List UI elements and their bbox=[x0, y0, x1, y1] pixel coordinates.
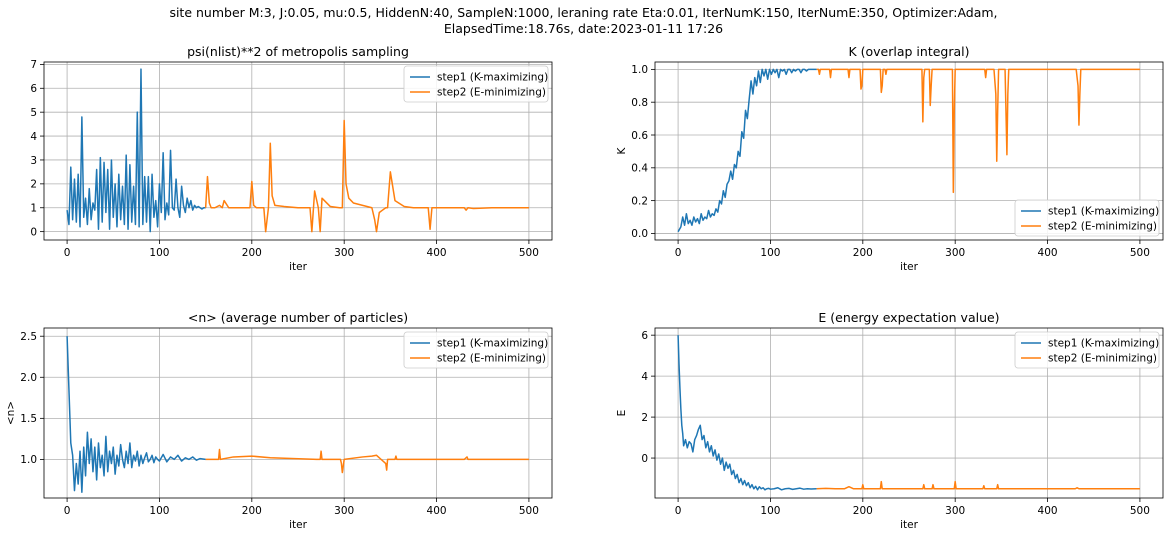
n-plot: 0 100 200 300 400 500 1.0 1.5 2.0 2.5 <n> (average… bbox=[5, 310, 553, 531]
e-plot-ytick-label-0: 0 bbox=[641, 453, 648, 465]
psi-plot-xtick-label-1: 100 bbox=[149, 247, 169, 259]
k-plot-legend-label-step2: step2 (E-minimizing) bbox=[1048, 221, 1157, 233]
e-plot-ytick-label-3: 6 bbox=[641, 330, 648, 342]
n-plot-series-step2-line bbox=[205, 448, 529, 474]
psi-plot-ytick-label-3: 3 bbox=[30, 155, 37, 167]
e-plot-series-step1-line bbox=[677, 335, 817, 491]
n-plot-ylabel: <n> bbox=[5, 401, 17, 425]
k-plot-title: K (overlap integral) bbox=[848, 44, 969, 59]
n-plot-legend-label-step1: step1 (K-maximizing) bbox=[437, 338, 548, 350]
e-plot-xtick-label-2: 200 bbox=[853, 505, 873, 517]
k-plot-ytick-label-4: 0.8 bbox=[631, 97, 648, 109]
e-plot-ylabel: E bbox=[616, 410, 628, 417]
n-plot-xtick-label-4: 400 bbox=[427, 505, 447, 517]
n-plot-xtick-label-5: 500 bbox=[519, 505, 539, 517]
psi-plot-legend-box bbox=[403, 65, 549, 103]
e-plot-xtick-label-4: 400 bbox=[1038, 505, 1058, 517]
e-plot-legend-label-step1: step1 (K-maximizing) bbox=[1048, 338, 1159, 350]
psi-plot-legend-label-step1: step1 (K-maximizing) bbox=[437, 72, 548, 84]
k-plot-xlabel: iter bbox=[900, 261, 918, 273]
k-plot-xtick-label-2: 200 bbox=[853, 247, 873, 259]
k-plot-ytick-label-3: 0.6 bbox=[631, 130, 648, 142]
e-plot-xlabel: iter bbox=[900, 519, 918, 531]
e-plot-xtick-label-5: 500 bbox=[1130, 505, 1150, 517]
k-plot-series-step1-line bbox=[677, 68, 817, 233]
psi-plot-ytick-label-5: 5 bbox=[30, 107, 37, 119]
n-plot-xtick-label-2: 200 bbox=[242, 505, 262, 517]
psi-plot-legend: step1 (K-maximizing) step2 (E-minimizing) bbox=[403, 65, 549, 103]
e-plot-legend: step1 (K-maximizing) step2 (E-minimizing) bbox=[1014, 331, 1160, 369]
k-plot-ytick-label-0: 0.0 bbox=[631, 228, 648, 240]
k-plot-frame bbox=[654, 61, 1164, 241]
psi-plot-xtick-label-0: 0 bbox=[64, 247, 71, 259]
e-plot-ytick-label-2: 4 bbox=[641, 371, 648, 383]
n-plot-legend-label-step2: step2 (E-minimizing) bbox=[437, 353, 546, 365]
e-plot-xtick-label-1: 100 bbox=[760, 505, 780, 517]
e-plot-xtick-label-0: 0 bbox=[675, 505, 682, 517]
n-plot-xtick-label-0: 0 bbox=[64, 505, 71, 517]
e-plot-series-step2-line bbox=[816, 480, 1140, 490]
n-plot-xlabel: iter bbox=[289, 519, 307, 531]
e-plot-title: E (energy expectation value) bbox=[818, 310, 999, 325]
n-plot-xtick-label-3: 300 bbox=[334, 505, 354, 517]
k-plot: 0 100 200 300 400 500 0.0 0.2 0.4 0.6 0.8 1.0 K (ove… bbox=[616, 44, 1164, 273]
n-plot-ytick-label-1: 1.5 bbox=[20, 413, 37, 425]
k-plot-xtick-label-4: 400 bbox=[1038, 247, 1058, 259]
k-plot-ylabel: K bbox=[616, 146, 628, 154]
k-plot-ytick-label-2: 0.4 bbox=[631, 163, 648, 175]
e-plot-legend-label-step2: step2 (E-minimizing) bbox=[1048, 353, 1157, 365]
e-plot: 0 100 200 300 400 500 0 2 4 6 E (energy expectatio… bbox=[616, 310, 1164, 531]
psi-plot-ytick-label-0: 0 bbox=[30, 226, 37, 238]
e-plot-frame bbox=[654, 327, 1164, 499]
psi-plot-xtick-label-5: 500 bbox=[519, 247, 539, 259]
k-plot-legend: step1 (K-maximizing) step2 (E-minimizing) bbox=[1014, 199, 1160, 237]
suptitle-line-1: site number M:3, J:0.05, mu:0.5, HiddenN… bbox=[169, 5, 998, 20]
psi-plot-series-step2-line bbox=[204, 119, 529, 233]
psi-plot-title: psi(nlist)**2 of metropolis sampling bbox=[187, 44, 409, 59]
k-plot-legend-box bbox=[1014, 199, 1160, 237]
figure-suptitle: site number M:3, J:0.05, mu:0.5, HiddenN… bbox=[0, 5, 1167, 37]
n-plot-frame bbox=[43, 327, 553, 499]
psi-plot-ytick-label-7: 7 bbox=[30, 59, 37, 71]
e-plot-xtick-label-3: 300 bbox=[945, 505, 965, 517]
k-plot-xtick-label-1: 100 bbox=[760, 247, 780, 259]
psi-plot-ytick-label-2: 2 bbox=[30, 179, 37, 191]
n-plot-legend-box bbox=[403, 331, 549, 369]
n-plot-ytick-label-2: 2.0 bbox=[20, 372, 37, 384]
n-plot-xtick-label-1: 100 bbox=[149, 505, 169, 517]
k-plot-xtick-label-0: 0 bbox=[675, 247, 682, 259]
psi-plot-frame bbox=[43, 61, 553, 241]
psi-plot-ytick-label-1: 1 bbox=[30, 203, 37, 215]
psi-plot-xtick-label-2: 200 bbox=[242, 247, 262, 259]
psi-plot-series-step1-line bbox=[66, 68, 206, 233]
e-plot-legend-box bbox=[1014, 331, 1160, 369]
k-plot-legend-label-step1: step1 (K-maximizing) bbox=[1048, 206, 1159, 218]
n-plot-ytick-label-0: 1.0 bbox=[20, 454, 37, 466]
n-plot-ytick-label-3: 2.5 bbox=[20, 331, 37, 343]
k-plot-ytick-label-5: 1.0 bbox=[631, 64, 648, 76]
psi-plot-xtick-label-3: 300 bbox=[334, 247, 354, 259]
k-plot-ytick-label-1: 0.2 bbox=[631, 195, 648, 207]
e-plot-ytick-label-1: 2 bbox=[641, 412, 648, 424]
psi-plot: 0 100 200 300 400 500 0 1 2 3 4 5 6 7 psi(nlist)**2 of… bbox=[30, 44, 553, 273]
k-plot-xtick-label-3: 300 bbox=[945, 247, 965, 259]
n-plot-title: <n> (average number of particles) bbox=[188, 310, 408, 325]
psi-plot-ytick-label-6: 6 bbox=[30, 83, 37, 95]
k-plot-series-step2-line bbox=[816, 68, 1140, 194]
psi-plot-xlabel: iter bbox=[289, 261, 307, 273]
psi-plot-ytick-label-4: 4 bbox=[30, 131, 37, 143]
psi-plot-legend-label-step2: step2 (E-minimizing) bbox=[437, 87, 546, 99]
n-plot-legend: step1 (K-maximizing) step2 (E-minimizing) bbox=[403, 331, 549, 369]
suptitle-line-2: ElapsedTime:18.76s, date:2023-01-11 17:2… bbox=[443, 21, 724, 36]
psi-plot-xtick-label-4: 400 bbox=[427, 247, 447, 259]
k-plot-xtick-label-5: 500 bbox=[1130, 247, 1150, 259]
n-plot-series-step1-line bbox=[66, 336, 206, 493]
